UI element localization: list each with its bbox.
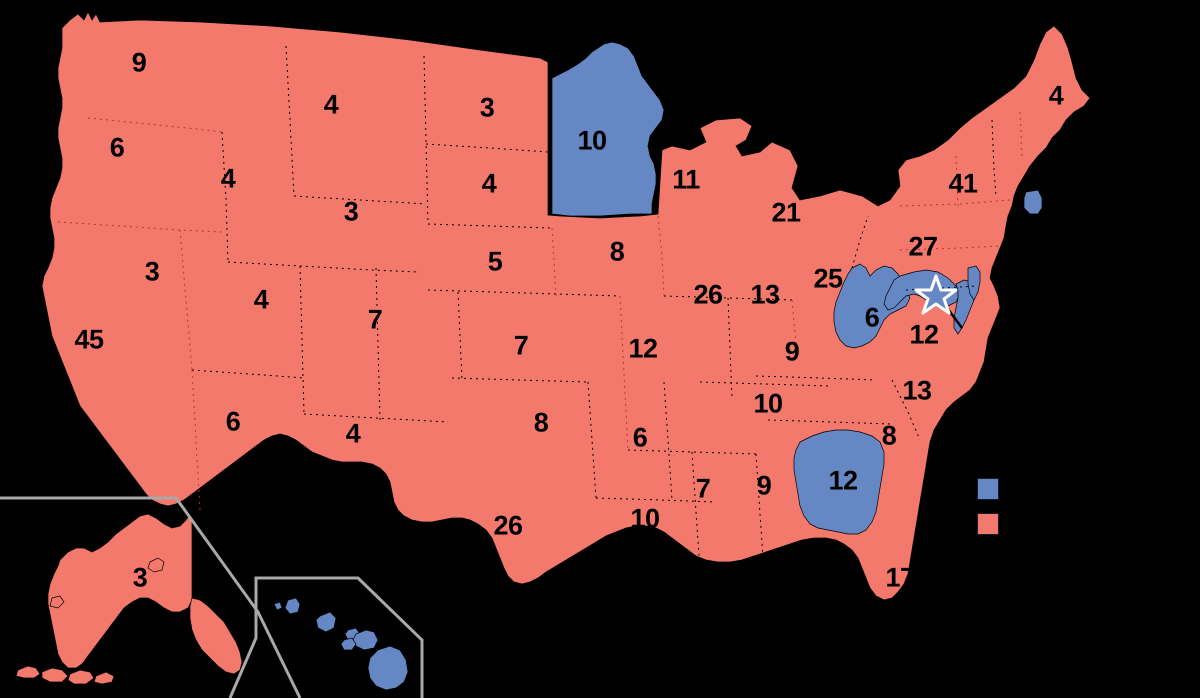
inset-frames xyxy=(0,496,424,698)
alaska-inset-border xyxy=(0,496,302,698)
state-delaware xyxy=(967,265,981,301)
hawaii-inset-border xyxy=(228,576,424,698)
state-rhode-island xyxy=(1023,189,1043,215)
state-hawaii-islands xyxy=(273,597,409,691)
legend-swatch-democrat xyxy=(977,478,999,500)
state-alaska xyxy=(15,513,243,685)
state-minnesota xyxy=(551,41,665,217)
legend-swatch-republican xyxy=(977,513,999,535)
state-west-virginia xyxy=(833,263,911,349)
district-of-columbia-star xyxy=(914,274,964,329)
state-borders xyxy=(57,45,1023,573)
state-georgia xyxy=(793,429,885,535)
